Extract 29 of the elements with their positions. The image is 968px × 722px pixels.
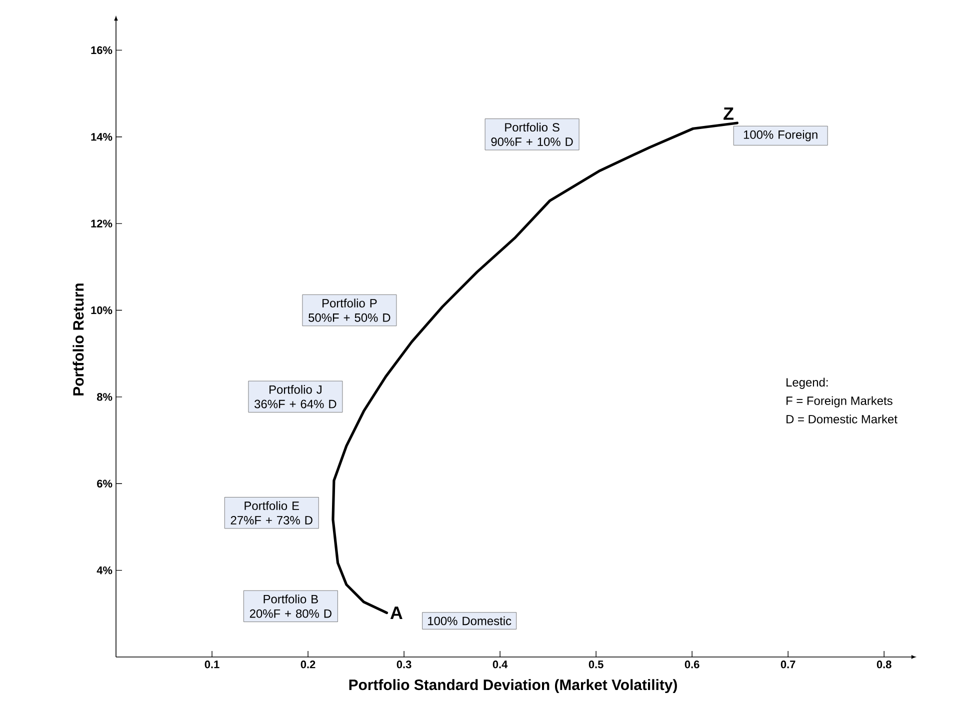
data-label: Z: [724, 107, 734, 120]
annotation: Portfolio E 27%F + 73% D: [230, 501, 312, 524]
x-tick-label: 0.6: [684, 660, 700, 668]
y-tick-label: 16%: [91, 46, 112, 54]
data-label: A: [390, 606, 402, 619]
x-tick-label: 0.1: [204, 660, 220, 668]
annotation: Portfolio J 36%F + 64% D: [254, 385, 336, 408]
x-tick-label: 0.8: [876, 660, 892, 668]
y-tick-label: 14%: [91, 133, 112, 141]
annotation: Portfolio P 50%F + 50% D: [308, 298, 390, 322]
x-tick-label: 0.5: [588, 660, 604, 668]
annotation: D = Domestic Market: [786, 414, 898, 424]
annotation: 100% Foreign: [744, 130, 818, 142]
x-tick-label: 0.7: [780, 660, 796, 668]
annotation: Portfolio B 20%F + 80% D: [250, 594, 332, 618]
annotation: Legend:: [786, 378, 828, 389]
y-tick-label: 10%: [91, 306, 112, 314]
x-axis-title: Portfolio Standard Deviation (Market Volatility): [349, 679, 677, 694]
y-tick-label: 8%: [96, 393, 112, 401]
annotation: Portfolio S 90%F + 10% D: [491, 122, 573, 146]
y-tick-label: 12%: [91, 220, 112, 228]
y-axis-title: Portfolio Return: [72, 284, 84, 396]
x-tick-label: 0.3: [396, 660, 412, 668]
y-tick-label: 4%: [96, 566, 112, 574]
annotation: 100% Domestic: [428, 616, 512, 626]
y-tick-label: 6%: [97, 480, 112, 488]
annotation: F = Foreign Markets: [786, 396, 892, 408]
x-tick-label: 0.4: [492, 660, 508, 668]
x-tick-label: 0.2: [300, 660, 316, 668]
